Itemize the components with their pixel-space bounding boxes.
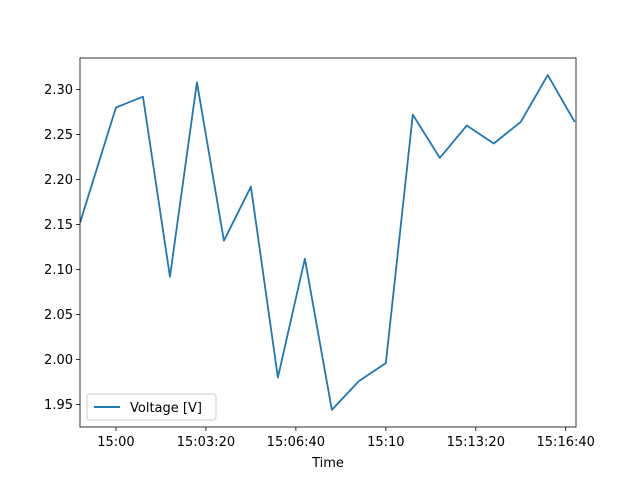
x-axis: 15:00 15:03:20 15:06:40 15:10 15:13:20 15:16:…	[97, 427, 595, 450]
x-tick-label: 15:00	[97, 435, 134, 450]
y-tick-label: 2.00	[44, 353, 73, 368]
x-tick-label: 15:13:20	[447, 435, 505, 450]
y-tick-label: 2.05	[44, 308, 73, 323]
x-tick-label: 15:06:40	[267, 435, 325, 450]
y-tick-label: 2.30	[44, 83, 73, 98]
y-tick-label: 2.15	[44, 218, 73, 233]
plot-frame	[79, 57, 577, 428]
legend-label: Voltage [V]	[130, 401, 202, 416]
x-axis-label: Time	[311, 456, 344, 471]
y-tick-label: 2.20	[44, 173, 73, 188]
y-tick-label: 2.25	[44, 128, 73, 143]
y-tick-label: 2.10	[44, 263, 73, 278]
y-tick-label: 1.95	[44, 398, 73, 413]
x-tick-label: 15:16:40	[537, 435, 595, 450]
legend-box	[86, 393, 217, 421]
x-tick-label: 15:10	[367, 435, 404, 450]
y-axis: 1.95 2.00 2.05 2.10 2.15 2.20 2.25 2.30	[44, 83, 80, 413]
series-layer	[80, 74, 576, 411]
legend: Voltage [V]	[86, 393, 217, 421]
series-line-voltage	[80, 74, 576, 411]
x-tick-label: 15:03:20	[177, 435, 235, 450]
